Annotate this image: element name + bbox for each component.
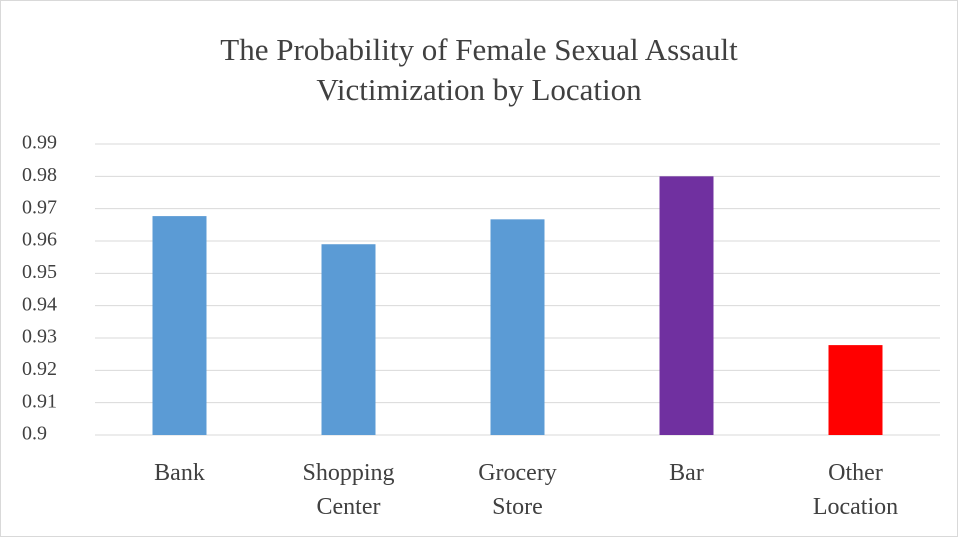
x-tick-label: Other Location bbox=[812, 460, 899, 520]
chart-title: The Probability of Female Sexual Assault… bbox=[220, 32, 738, 107]
x-tick-label: Bank bbox=[154, 460, 205, 486]
y-tick-label: 0.97 bbox=[22, 196, 57, 218]
x-tick-label: Shopping Center bbox=[302, 460, 395, 520]
y-tick-label: 0.92 bbox=[22, 358, 57, 380]
y-tick-label: 0.91 bbox=[22, 390, 57, 412]
y-tick-label: 0.96 bbox=[22, 229, 57, 251]
bar bbox=[828, 345, 883, 435]
bar bbox=[321, 244, 376, 435]
bar bbox=[152, 216, 207, 435]
y-tick-label: 0.99 bbox=[22, 132, 57, 154]
y-tick-label: 0.94 bbox=[22, 293, 57, 315]
y-tick-label: 0.95 bbox=[22, 261, 57, 283]
x-tick-label: Bar bbox=[669, 460, 704, 486]
y-tick-label: 0.9 bbox=[22, 423, 47, 445]
y-tick-label: 0.93 bbox=[22, 326, 57, 348]
x-tick-label: Grocery Store bbox=[478, 460, 557, 520]
bar bbox=[490, 219, 545, 435]
y-tick-label: 0.98 bbox=[22, 164, 57, 186]
bar bbox=[659, 176, 714, 436]
